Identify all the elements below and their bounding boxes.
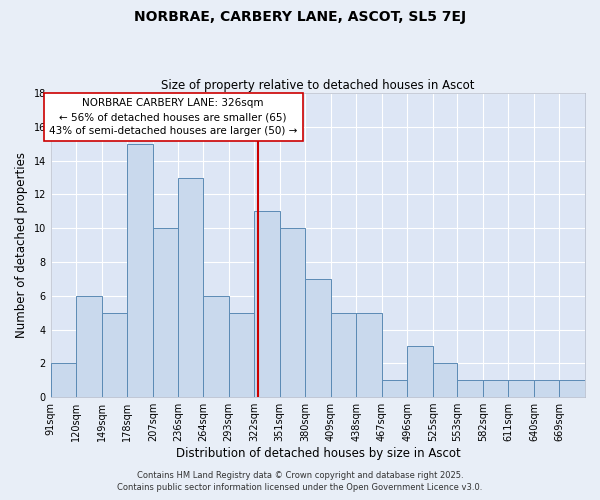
Bar bbox=[51, 364, 76, 397]
Bar bbox=[433, 364, 457, 397]
Y-axis label: Number of detached properties: Number of detached properties bbox=[15, 152, 28, 338]
Bar bbox=[229, 312, 254, 397]
Bar bbox=[178, 178, 203, 397]
Bar bbox=[203, 296, 229, 397]
Text: NORBRAE CARBERY LANE: 326sqm
← 56% of detached houses are smaller (65)
43% of se: NORBRAE CARBERY LANE: 326sqm ← 56% of de… bbox=[49, 98, 298, 136]
Bar bbox=[102, 312, 127, 397]
Bar bbox=[153, 228, 178, 397]
Text: Contains HM Land Registry data © Crown copyright and database right 2025.
Contai: Contains HM Land Registry data © Crown c… bbox=[118, 471, 482, 492]
Bar bbox=[127, 144, 153, 397]
Bar bbox=[483, 380, 508, 397]
Bar bbox=[76, 296, 102, 397]
Text: NORBRAE, CARBERY LANE, ASCOT, SL5 7EJ: NORBRAE, CARBERY LANE, ASCOT, SL5 7EJ bbox=[134, 10, 466, 24]
Bar bbox=[559, 380, 585, 397]
Bar bbox=[356, 312, 382, 397]
Bar bbox=[407, 346, 433, 397]
Bar bbox=[534, 380, 559, 397]
Bar bbox=[331, 312, 356, 397]
Title: Size of property relative to detached houses in Ascot: Size of property relative to detached ho… bbox=[161, 79, 475, 92]
Bar bbox=[382, 380, 407, 397]
X-axis label: Distribution of detached houses by size in Ascot: Distribution of detached houses by size … bbox=[176, 447, 460, 460]
Bar bbox=[305, 279, 331, 397]
Bar bbox=[508, 380, 534, 397]
Bar bbox=[280, 228, 305, 397]
Bar bbox=[254, 212, 280, 397]
Bar bbox=[457, 380, 483, 397]
